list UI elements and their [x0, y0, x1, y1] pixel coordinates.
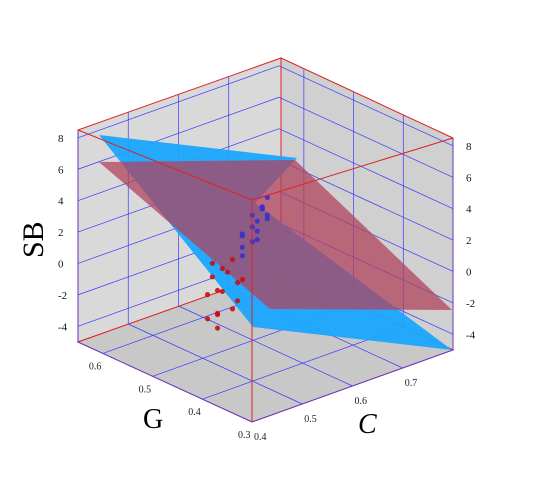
- tick-label-y: 0.5: [139, 384, 152, 395]
- grid-line-z: [278, 128, 454, 209]
- data-point-series-0: [254, 236, 260, 243]
- tick-label-z-right: -4: [466, 329, 476, 341]
- tick-label-z-right: 0: [466, 266, 472, 278]
- tick-label-z-left: 4: [58, 196, 64, 208]
- grid-line-x: [77, 341, 253, 423]
- tick-label-x: 0.4: [254, 432, 267, 443]
- data-point-series-0: [254, 218, 260, 224]
- tick-label-z-left: 2: [58, 227, 64, 239]
- tick-label-y: 0.4: [188, 407, 201, 418]
- grid-line-x: [128, 323, 303, 405]
- tick-label-x: 0.5: [304, 414, 317, 425]
- planes-layer: [99, 135, 452, 350]
- tick-label-z-right: -2: [466, 298, 475, 310]
- data-point-series-1: [209, 260, 216, 266]
- data-point-series-0: [264, 216, 270, 222]
- grid-line-z: [278, 96, 454, 178]
- axis-label-y: G: [143, 404, 163, 435]
- data-point-series-0: [239, 253, 245, 259]
- data-point-series-1: [224, 269, 231, 275]
- data-point-series-0: [239, 233, 245, 239]
- data-point-series-1: [204, 292, 211, 298]
- data-point-series-1: [234, 298, 241, 304]
- data-point-series-0: [254, 228, 260, 234]
- points-layer: [204, 194, 270, 331]
- tick-label-z-left: 0: [58, 258, 64, 270]
- data-point-series-1: [214, 325, 221, 331]
- data-point-series-0: [239, 244, 245, 250]
- data-point-series-1: [234, 279, 241, 286]
- data-point-series-1: [214, 287, 221, 294]
- box-edges: [77, 129, 454, 422]
- data-point-series-1: [214, 311, 221, 318]
- data-point-series-1: [219, 265, 226, 272]
- tick-label-z-right: 6: [466, 172, 472, 184]
- data-point-series-1: [239, 276, 246, 283]
- tick-label-z-left: 8: [58, 133, 64, 145]
- tick-label-z-left: 6: [58, 164, 64, 176]
- tick-label-z-right: 4: [466, 204, 472, 216]
- tick-label-x: 0.7: [405, 378, 418, 389]
- tick-label-z-right: 2: [466, 235, 472, 247]
- data-point-series-0: [264, 212, 270, 218]
- grid-line-z: [278, 65, 454, 147]
- tick-labels: -4-4-2-200224466880.40.50.60.70.30.40.50…: [58, 133, 476, 443]
- edge-top-front: [77, 129, 253, 201]
- data-point-series-1: [219, 288, 225, 295]
- tick-label-y: 0.6: [89, 361, 102, 372]
- axis-label-z: SB: [17, 221, 50, 258]
- tick-label-z-right: 8: [466, 141, 472, 153]
- tick-label-z-left: -4: [58, 321, 68, 333]
- grid-line-y: [251, 349, 454, 423]
- axis-label-x: C: [358, 409, 377, 440]
- plane-red: [99, 160, 452, 310]
- edge-top-right: [251, 137, 454, 201]
- data-point-series-1: [229, 256, 236, 263]
- data-point-series-1: [204, 316, 211, 322]
- tick-label-y: 0.3: [238, 430, 251, 441]
- data-point-series-1: [209, 274, 215, 280]
- data-point-series-1: [229, 306, 236, 312]
- tick-label-x: 0.6: [355, 396, 368, 407]
- tick-label-z-left: -2: [58, 290, 67, 302]
- data-point-series-0: [259, 205, 265, 211]
